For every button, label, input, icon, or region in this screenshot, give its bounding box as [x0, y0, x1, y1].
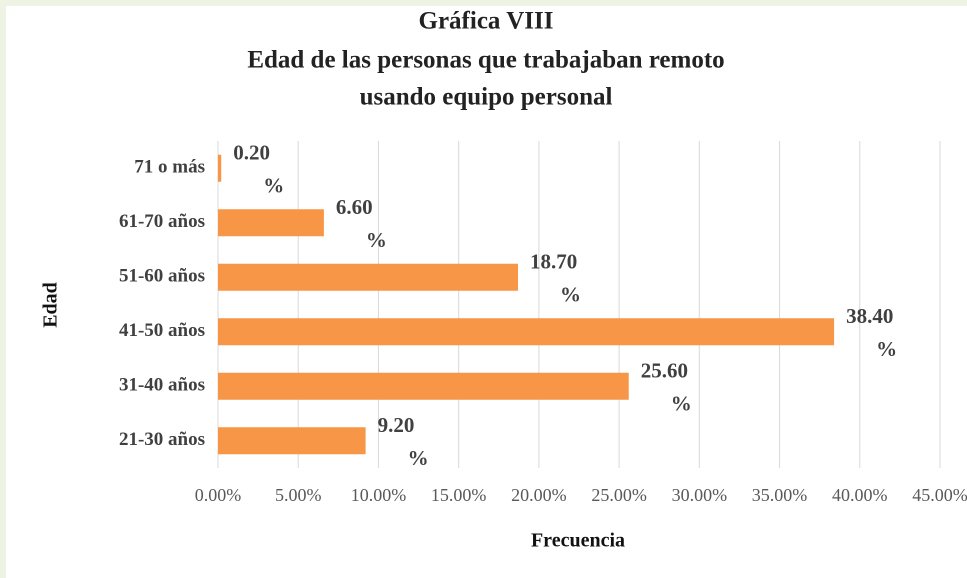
value-label-line: %: [366, 228, 387, 252]
chart-panel: [6, 6, 967, 578]
value-label: 9.20%: [378, 413, 429, 470]
value-label: 38.40%: [846, 304, 897, 361]
x-tick-label: 10.00%: [351, 485, 407, 505]
value-label-line: %: [263, 173, 284, 197]
bar: [218, 318, 835, 346]
y-axis-title: Edad: [40, 282, 62, 328]
x-tick-label: 0.00%: [195, 485, 242, 505]
bar: [218, 154, 222, 182]
y-tick-label: 21-30 años: [119, 429, 205, 450]
x-tick-label: 40.00%: [832, 485, 888, 505]
value-label-line: %: [671, 391, 692, 415]
bar: [218, 209, 324, 237]
chart-title: Edad de las personas que trabajaban remo…: [247, 47, 724, 74]
x-tick-label: 20.00%: [511, 485, 567, 505]
value-label: 18.70%: [530, 249, 581, 306]
y-tick-label: 51-60 años: [119, 266, 205, 287]
x-tick-label: 30.00%: [672, 485, 728, 505]
value-label-line: 38.40: [846, 304, 893, 328]
value-label: 6.60%: [336, 195, 387, 252]
value-label-line: %: [876, 337, 897, 361]
y-tick-label: 61-70 años: [119, 211, 205, 232]
x-tick-label: 45.00%: [912, 485, 967, 505]
x-tick-label: 15.00%: [431, 485, 487, 505]
y-tick-label: 31-40 años: [119, 375, 205, 396]
x-tick-label: 5.00%: [275, 485, 322, 505]
x-axis-title: Frecuencia: [531, 530, 625, 552]
value-label-line: 25.60: [641, 358, 688, 382]
value-label-line: %: [408, 446, 429, 470]
y-tick-label: 71 o más: [134, 157, 205, 178]
value-label-line: 18.70: [530, 249, 577, 273]
value-label-line: %: [560, 282, 581, 306]
value-label-line: 9.20: [378, 413, 415, 437]
y-tick-label: 41-50 años: [119, 320, 205, 341]
chart-title: Gráfica VIII: [419, 8, 554, 35]
value-label-line: 0.20: [233, 140, 270, 164]
bar: [218, 372, 629, 400]
bar: [218, 263, 519, 291]
value-label: 25.60%: [641, 358, 692, 415]
x-tick-label: 25.00%: [591, 485, 647, 505]
value-label: 0.20%: [233, 140, 284, 197]
bar: [218, 427, 366, 455]
x-tick-label: 35.00%: [752, 485, 808, 505]
chart-title: usando equipo personal: [360, 84, 613, 111]
value-label-line: 6.60: [336, 195, 373, 219]
